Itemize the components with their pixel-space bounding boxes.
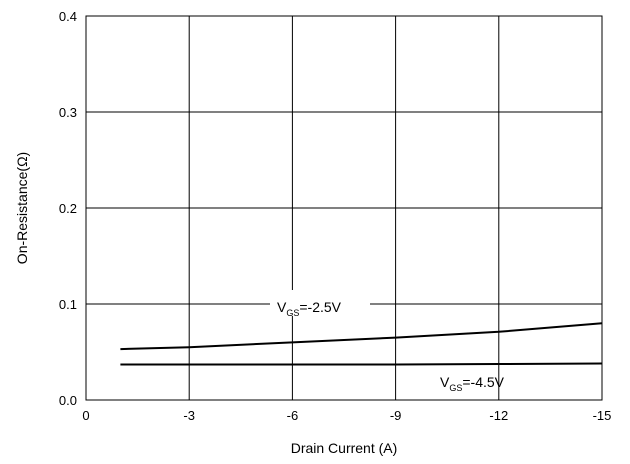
annotation-vgs-4-5: VGS=-4.5V (440, 374, 505, 393)
series-line-1 (120, 322, 603, 351)
series-lines (120, 322, 603, 366)
series-line-2 (120, 362, 603, 366)
x-tick-label: -6 (287, 408, 299, 423)
annotation-vgs-2-5: VGS=-2.5V (277, 299, 342, 318)
x-tick-label: -3 (183, 408, 195, 423)
x-tick-label: -9 (390, 408, 402, 423)
plot-frame (85, 15, 603, 401)
y-tick-label: 0.3 (59, 105, 77, 120)
y-tick-label: 0.1 (59, 297, 77, 312)
y-tick-label: 0.0 (59, 393, 77, 408)
x-tick-label: 0 (82, 408, 89, 423)
annotation-vgs-2-5-background (270, 290, 370, 316)
y-axis-label: On-Resistance(Ω) (14, 152, 30, 264)
x-tick-label: -12 (489, 408, 508, 423)
x-tick-label: -15 (593, 408, 612, 423)
y-tick-labels: 0.0 0.1 0.2 0.3 0.4 (59, 9, 77, 408)
y-tick-label: 0.2 (59, 201, 77, 216)
x-axis-label: Drain Current (A) (291, 440, 398, 456)
y-tick-label: 0.4 (59, 9, 77, 24)
grid-lines (85, 15, 603, 401)
x-tick-labels: 0 -3 -6 -9 -12 -15 (82, 408, 611, 423)
